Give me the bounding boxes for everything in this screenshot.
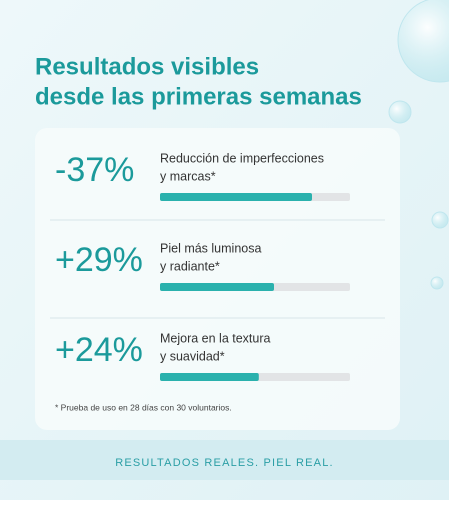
result-label: y marcas* <box>160 169 216 183</box>
result-label: y radiante* <box>160 259 220 273</box>
bar-fill <box>160 193 312 201</box>
result-figure: -37% <box>55 151 134 189</box>
bubble <box>397 0 449 83</box>
bubble <box>388 100 412 124</box>
footer-band <box>0 440 449 480</box>
result-label: Reducción de imperfecciones <box>160 151 324 165</box>
bar-fill <box>160 373 259 381</box>
card <box>35 128 400 430</box>
result-label: Mejora en la textura <box>160 331 271 345</box>
bubble <box>430 276 444 290</box>
footer: RESULTADOS REALES. PIEL REAL. <box>115 457 334 469</box>
result-label: y suavidad* <box>160 349 225 363</box>
title: desde las primeras semanas <box>35 83 362 110</box>
footnote: * Prueba de uso en 28 días con 30 volunt… <box>55 402 232 412</box>
result-figure: +24% <box>55 331 143 369</box>
bubble <box>431 211 449 229</box>
result-label: Piel más luminosa <box>160 241 261 255</box>
bar-fill <box>160 283 274 291</box>
result-figure: +29% <box>55 241 143 279</box>
title: Resultados visibles <box>35 53 259 80</box>
